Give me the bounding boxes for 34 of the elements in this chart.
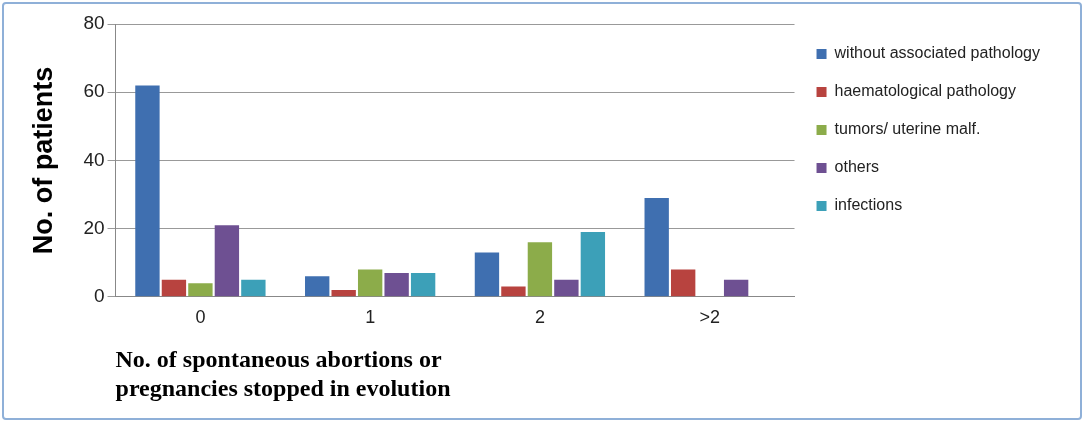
x-tick-label: 0 [195,306,206,327]
bar [644,197,669,297]
y-tick-label: 20 [83,216,105,238]
legend-label: without associated pathology [833,44,1040,62]
bar [554,279,579,297]
y-tick-label: 60 [83,80,105,102]
y-tick-label: 80 [83,12,105,34]
bar [241,279,266,297]
bar [384,272,409,297]
x-tick-label: >2 [699,306,720,327]
legend-label: tumors/ uterine malf. [834,120,981,138]
x-tick-label: 2 [534,306,545,327]
bar [161,279,187,297]
bar [331,289,356,297]
bar [188,283,213,297]
x-tick-label: 1 [365,306,376,327]
legend-label: infections [834,196,903,214]
bar [135,85,160,297]
bar [501,286,526,297]
bar [580,232,606,297]
bar [527,242,553,297]
x-axis-title: No. of spontaneous abortions or pregnancies stopped in evolution [115,346,451,401]
bar [214,225,240,297]
bar [474,252,500,297]
bar [723,279,749,297]
y-tick-label: 0 [93,285,105,307]
bar [670,269,696,297]
bar [357,269,383,297]
y-tick-label: 40 [83,148,105,170]
legend-label: haematological pathology [834,82,1016,100]
legend-label: others [834,158,879,176]
bar [410,272,436,297]
y-axis-title: No. of patients [27,66,58,255]
bar [305,276,330,297]
